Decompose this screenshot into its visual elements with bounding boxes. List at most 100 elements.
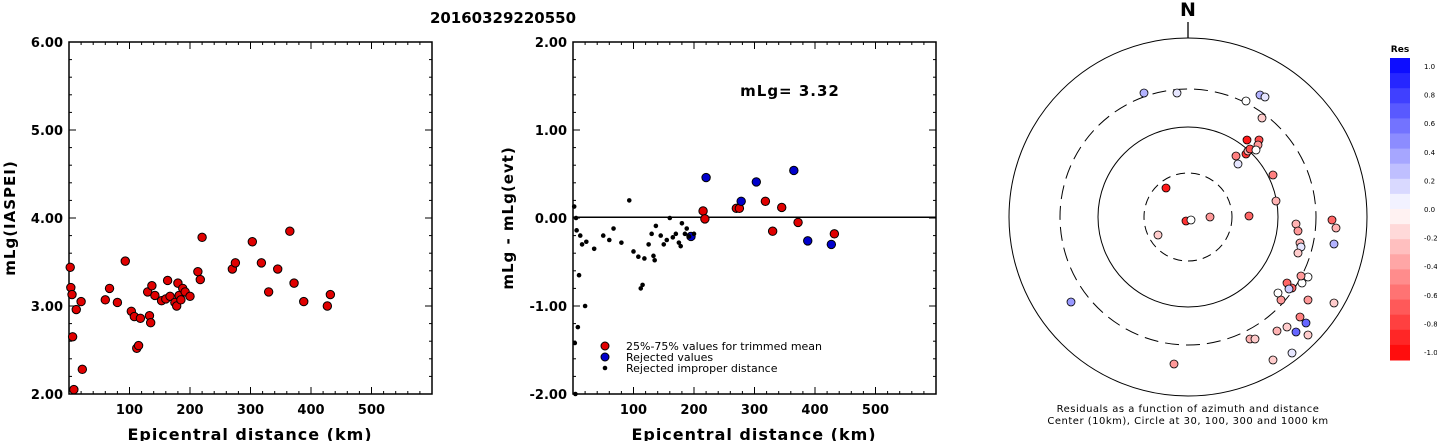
data-point bbox=[572, 340, 578, 346]
colorbar-cell bbox=[1390, 193, 1410, 210]
data-point bbox=[584, 239, 589, 245]
data-point bbox=[195, 274, 205, 285]
y-tick-label: 3.00 bbox=[31, 300, 63, 315]
data-point bbox=[698, 206, 708, 216]
data-point bbox=[789, 165, 799, 176]
y-axis-label: mLg(IASPEI) bbox=[1, 160, 19, 275]
data-point bbox=[256, 258, 267, 268]
x-tick-label: 500 bbox=[862, 403, 889, 418]
station-point bbox=[1251, 145, 1261, 155]
x-tick-label: 500 bbox=[358, 403, 385, 418]
station-point bbox=[1231, 151, 1241, 161]
data-point bbox=[150, 290, 160, 301]
axis-ticks: 100 200 300 400 500 2.00 3.00 4.00 5.00 6.00 bbox=[31, 36, 432, 418]
data-point bbox=[640, 282, 645, 288]
ring-100km bbox=[1097, 126, 1279, 308]
data-point bbox=[661, 242, 667, 247]
station-point bbox=[1268, 170, 1278, 180]
data-point bbox=[133, 340, 144, 351]
data-point bbox=[652, 257, 657, 263]
panel-magnitude-vs-distance: 100 200 300 400 500 2.00 3.00 4.00 5.00 6.00 Epic… bbox=[1, 36, 433, 441]
x-tick-label: 400 bbox=[297, 403, 324, 418]
data-point bbox=[579, 242, 585, 247]
colorbar-cell bbox=[1390, 209, 1410, 225]
legend-label-rejected: Rejected values bbox=[626, 351, 713, 364]
legend-marker-rejected bbox=[600, 352, 610, 362]
station-point bbox=[1303, 330, 1313, 340]
colorbar-tick-label: 0.6 bbox=[1424, 120, 1436, 128]
data-point bbox=[673, 231, 679, 237]
x-tick-label: 200 bbox=[176, 403, 203, 418]
station-point bbox=[1139, 88, 1149, 98]
data-point bbox=[575, 324, 581, 330]
panel-residual-vs-distance: 100 200 300 400 500 -2.00 -1.00 0.00 1.00 2.00 mL… bbox=[499, 36, 937, 441]
data-point bbox=[826, 239, 837, 250]
data-point bbox=[67, 332, 78, 342]
station-point bbox=[1329, 239, 1339, 249]
y-tick-label: -2.00 bbox=[530, 388, 567, 403]
station-point bbox=[1242, 135, 1252, 145]
data-point bbox=[642, 256, 647, 261]
data-point bbox=[667, 215, 673, 221]
colorbar-tick-label: 0.8 bbox=[1424, 92, 1435, 100]
colorbar-cell bbox=[1390, 224, 1410, 240]
data-point bbox=[573, 215, 579, 221]
ring-30km bbox=[1143, 172, 1233, 262]
data-point bbox=[162, 275, 173, 286]
caption-line-1: Residuals as a function of azimuth and d… bbox=[1057, 404, 1320, 415]
data-point bbox=[76, 296, 86, 307]
data-point bbox=[285, 226, 295, 236]
station-point bbox=[1268, 355, 1278, 365]
data-point bbox=[165, 291, 175, 302]
station-point bbox=[1331, 223, 1341, 233]
ring-1000km bbox=[1008, 37, 1368, 397]
station-point bbox=[1284, 284, 1294, 294]
colorbar-cell bbox=[1390, 178, 1410, 195]
station-point bbox=[1233, 159, 1243, 169]
data-point bbox=[574, 228, 579, 233]
station-point bbox=[1301, 318, 1311, 328]
data-point bbox=[626, 198, 632, 203]
data-point bbox=[573, 391, 578, 397]
mlg-annotation: mLg= 3.32 bbox=[740, 82, 840, 100]
data-point bbox=[591, 246, 597, 252]
x-axis-label: Epicentral distance (km) bbox=[631, 425, 876, 441]
station-point bbox=[1272, 326, 1282, 336]
data-points bbox=[65, 226, 336, 395]
legend-label-improper: Rejected improper distance bbox=[626, 362, 778, 375]
data-point bbox=[664, 237, 670, 243]
data-point bbox=[670, 235, 676, 240]
y-axis-label: mLg - mLg(evt) bbox=[499, 146, 517, 289]
station-point bbox=[1293, 248, 1303, 258]
x-tick-label: 300 bbox=[237, 403, 264, 418]
figure-title: 20160329220550 bbox=[430, 9, 576, 27]
data-point bbox=[700, 214, 710, 224]
data-point bbox=[646, 242, 651, 247]
y-tick-label: 1.00 bbox=[535, 124, 567, 139]
colorbar-cell bbox=[1390, 73, 1410, 89]
data-point bbox=[65, 262, 75, 272]
data-point bbox=[678, 243, 683, 249]
data-point bbox=[120, 256, 130, 266]
data-point bbox=[176, 295, 186, 305]
colorbar-cell bbox=[1390, 299, 1410, 316]
data-point bbox=[571, 204, 577, 209]
y-tick-label: 6.00 bbox=[31, 36, 63, 51]
legend-label-trimmed: 25%-75% values for trimmed mean bbox=[626, 340, 822, 353]
data-point bbox=[619, 240, 624, 245]
data-point bbox=[751, 177, 762, 187]
station-point bbox=[1303, 295, 1313, 305]
colorbar-cell bbox=[1390, 344, 1410, 361]
data-point bbox=[135, 313, 146, 324]
x-tick-label: 100 bbox=[620, 403, 647, 418]
station-point bbox=[1241, 96, 1251, 106]
data-point bbox=[263, 287, 274, 297]
data-point bbox=[638, 286, 644, 291]
station-points bbox=[1066, 88, 1341, 369]
data-point bbox=[684, 226, 690, 231]
colorbar-cell bbox=[1390, 88, 1410, 104]
data-point bbox=[299, 296, 309, 307]
colorbar-cell bbox=[1390, 239, 1410, 255]
data-point bbox=[736, 196, 746, 206]
data-point bbox=[325, 289, 336, 300]
